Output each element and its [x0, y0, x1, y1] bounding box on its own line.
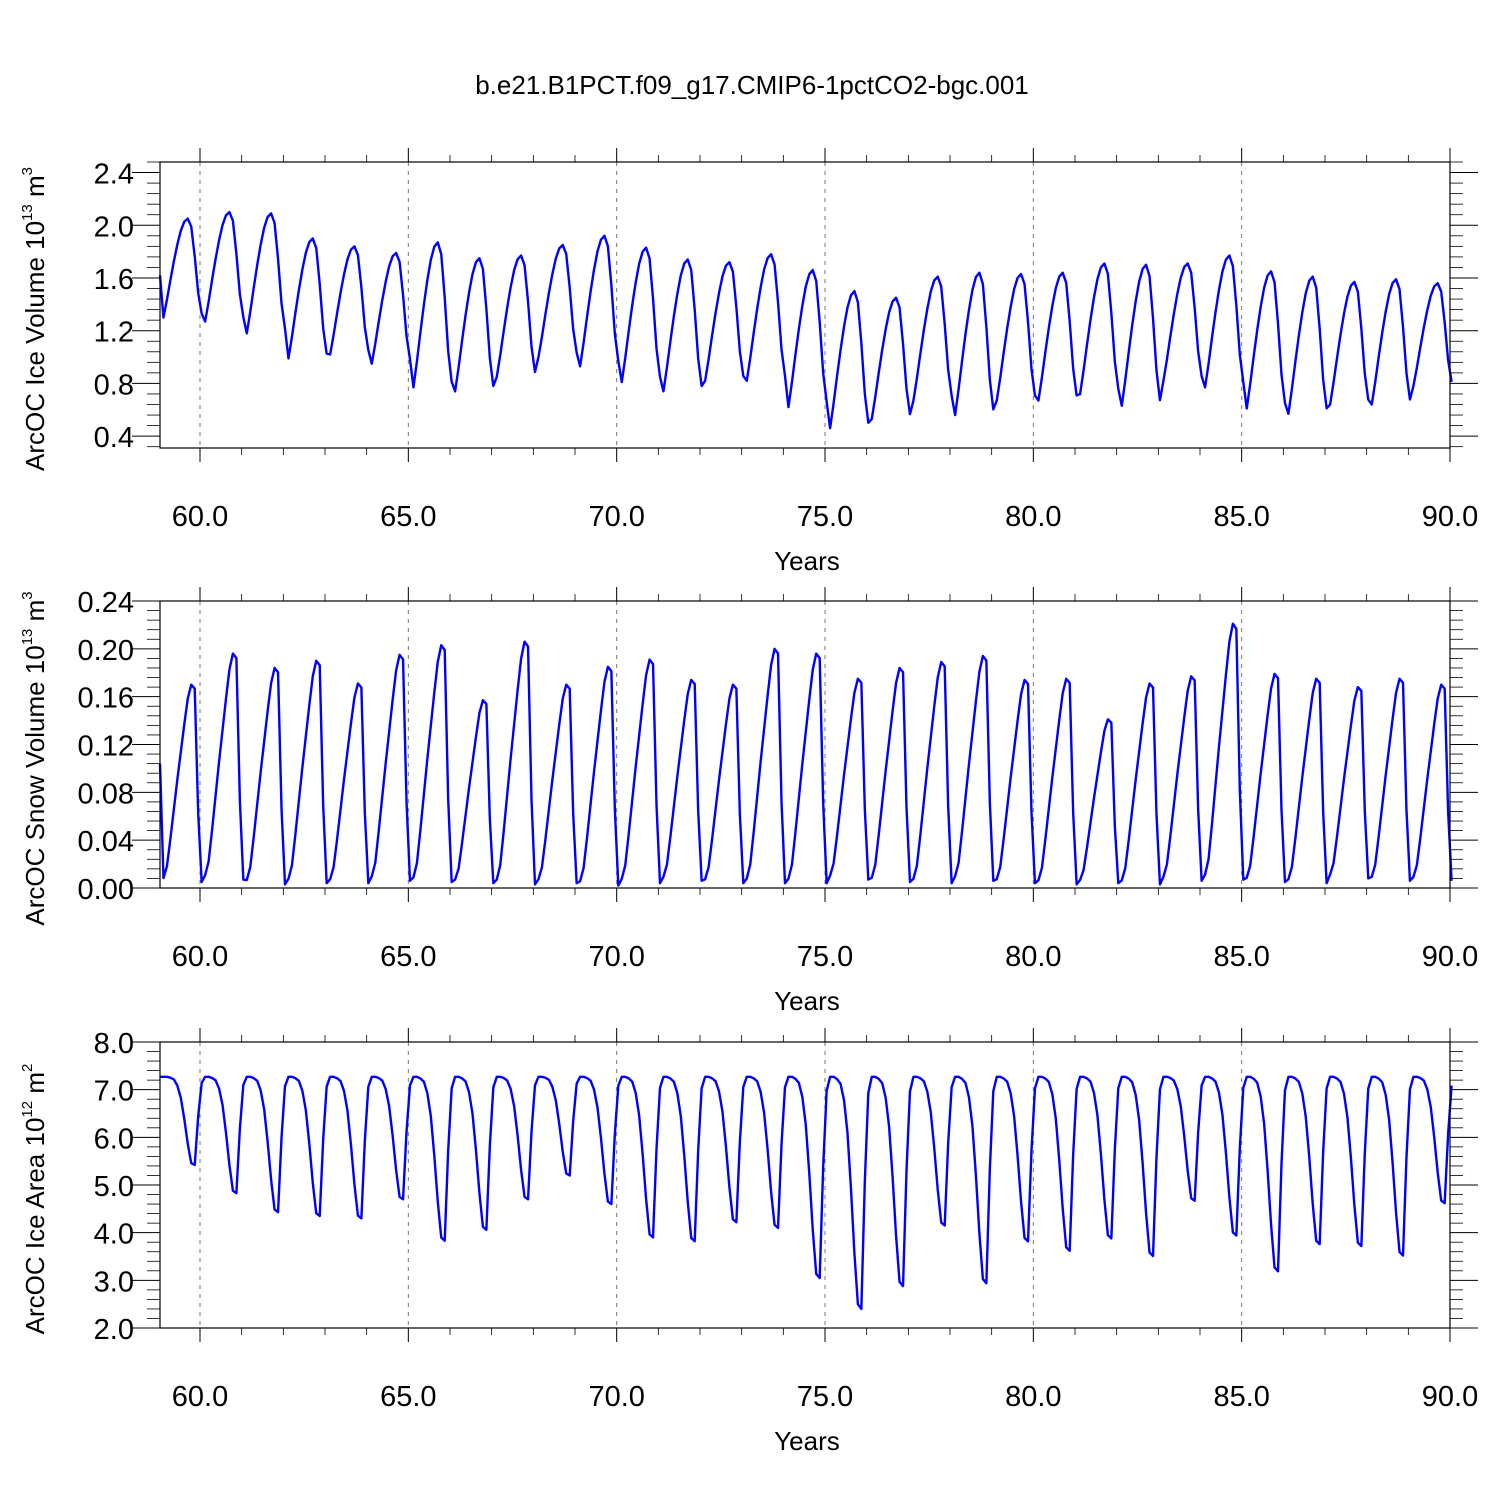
x-tick-label: 65.0 — [380, 941, 436, 973]
x-tick-label: 80.0 — [1005, 501, 1061, 533]
x-tick-label: 85.0 — [1213, 1381, 1269, 1413]
x-tick-label: 70.0 — [588, 941, 644, 973]
y-tick-label: 0.4 — [94, 422, 134, 454]
y-tick-label: 0.12 — [78, 731, 134, 763]
y-axis-label: ArcOC Ice Volume 1013 m3 — [19, 167, 50, 471]
y-tick-label: 2.4 — [94, 159, 134, 191]
x-tick-label: 60.0 — [172, 941, 228, 973]
y-tick-label: 0.24 — [78, 587, 134, 619]
series-line — [158, 210, 1453, 430]
x-axis-label: Years — [774, 986, 840, 1016]
y-tick-label: 1.6 — [94, 264, 134, 296]
x-axis-label: Years — [774, 1426, 840, 1456]
y-tick-label: 0.04 — [78, 826, 134, 858]
y-tick-label: 0.00 — [78, 874, 134, 906]
y-tick-label: 6.0 — [94, 1123, 134, 1155]
y-tick-label: 1.2 — [94, 317, 134, 349]
chart-title: b.e21.B1PCT.f09_g17.CMIP6-1pctCO2-bgc.00… — [475, 70, 1029, 100]
x-tick-label: 90.0 — [1422, 941, 1478, 973]
x-tick-label: 60.0 — [172, 1381, 228, 1413]
y-tick-label: 0.8 — [94, 369, 134, 401]
x-tick-label: 85.0 — [1213, 941, 1269, 973]
series-line — [160, 1075, 1453, 1311]
chart-panel-1: 60.0 65.0 70.0 75.0 80.0 85.0 90.0 0.4 0.8 1.2 1.6… — [19, 148, 1478, 576]
y-tick-label: 2.0 — [94, 211, 134, 243]
x-tick-label: 90.0 — [1422, 1381, 1478, 1413]
x-tick-label: 75.0 — [797, 501, 853, 533]
x-tick-label: 75.0 — [797, 1381, 853, 1413]
x-tick-label: 80.0 — [1005, 941, 1061, 973]
y-tick-label: 4.0 — [94, 1219, 134, 1251]
y-tick-label: 7.0 — [94, 1076, 134, 1108]
x-tick-label: 90.0 — [1422, 501, 1478, 533]
y-tick-label: 5.0 — [94, 1171, 134, 1203]
chart-panel-2: 60.0 65.0 70.0 75.0 80.0 85.0 90.0 0.00 0.04 0.08… — [19, 587, 1478, 1016]
x-tick-label: 70.0 — [588, 1381, 644, 1413]
x-tick-label: 85.0 — [1213, 501, 1269, 533]
y-tick-label: 0.08 — [78, 778, 134, 810]
x-tick-label: 70.0 — [588, 501, 644, 533]
x-tick-label: 60.0 — [172, 501, 228, 533]
x-axis-label: Years — [774, 546, 840, 576]
y-axis-label: ArcOC Ice Area 1012 m2 — [19, 1064, 50, 1335]
chart-panel-3: 60.0 65.0 70.0 75.0 80.0 85.0 90.0 2.0 3.0 4.0 5.0… — [19, 1028, 1478, 1456]
y-axis-label: ArcOC Snow Volume 1013 m3 — [19, 591, 50, 925]
x-tick-label: 65.0 — [380, 1381, 436, 1413]
plot-frame — [159, 161, 1451, 449]
x-tick-label: 75.0 — [797, 941, 853, 973]
y-tick-label: 3.0 — [94, 1266, 134, 1298]
x-tick-label: 80.0 — [1005, 1381, 1061, 1413]
y-tick-label: 8.0 — [94, 1028, 134, 1060]
x-tick-label: 65.0 — [380, 501, 436, 533]
y-tick-label: 0.16 — [78, 683, 134, 715]
series-line — [158, 622, 1453, 887]
y-tick-label: 0.20 — [78, 635, 134, 667]
y-tick-label: 2.0 — [94, 1314, 134, 1346]
